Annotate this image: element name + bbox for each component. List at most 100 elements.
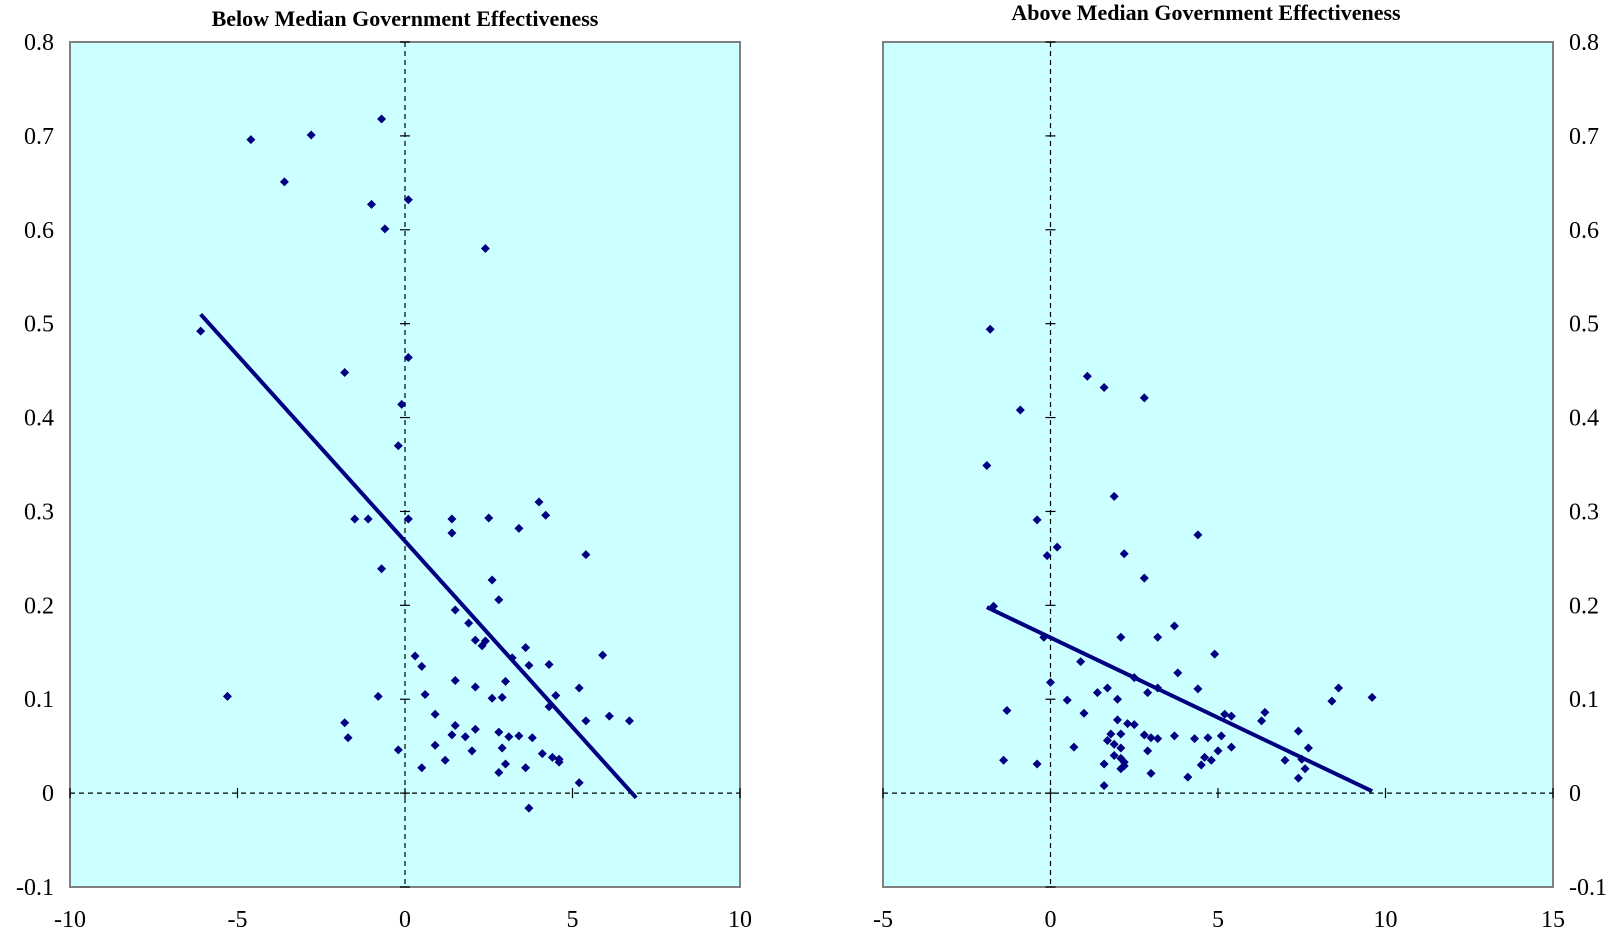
right-scatter-point bbox=[1116, 632, 1126, 642]
left-scatter-point bbox=[551, 690, 561, 700]
left-scatter-point bbox=[521, 643, 531, 653]
right-scatter-point bbox=[1102, 683, 1112, 693]
right-x-tick-label: 5 bbox=[1212, 907, 1224, 933]
right-y-tick-label: 0 bbox=[1569, 781, 1581, 807]
right-scatter-point bbox=[1226, 742, 1236, 752]
left-scatter-point bbox=[450, 675, 460, 685]
right-scatter-point bbox=[1092, 688, 1102, 698]
right-scatter-point bbox=[1116, 743, 1126, 753]
right-scatter-point bbox=[1193, 530, 1203, 540]
right-scatter-point bbox=[1303, 743, 1313, 753]
left-scatter-point bbox=[367, 199, 376, 209]
left-scatter-point bbox=[544, 659, 554, 669]
left-scatter-point bbox=[470, 682, 480, 692]
right-scatter-point bbox=[985, 324, 995, 334]
left-scatter-point bbox=[393, 745, 403, 755]
left-scatter-point bbox=[377, 114, 387, 124]
left-scatter-point bbox=[504, 732, 514, 742]
left-scatter-point bbox=[196, 326, 206, 336]
left-scatter-point bbox=[501, 759, 510, 769]
left-y-tick-label: 0.2 bbox=[24, 593, 54, 619]
left-x-tick-labels: -10 -5 0 5 10 bbox=[54, 907, 752, 933]
left-scatter-point bbox=[524, 660, 534, 670]
right-tick-marks bbox=[882, 41, 1554, 888]
right-scatter-point bbox=[1109, 751, 1119, 761]
left-scatter-point bbox=[541, 510, 551, 520]
right-scatter-point bbox=[1032, 515, 1042, 525]
left-y-tick-label: 0.4 bbox=[24, 406, 54, 432]
left-scatter-point bbox=[581, 550, 591, 560]
right-scatter-point bbox=[1193, 684, 1203, 694]
left-scatter-point bbox=[393, 441, 403, 451]
left-scatter-point bbox=[497, 692, 507, 702]
left-scatter-point bbox=[417, 661, 427, 671]
right-scatter-point bbox=[1079, 708, 1089, 718]
left-x-tick-label: 10 bbox=[728, 907, 752, 933]
right-y-tick-labels: -0.1 0 0.1 0.2 0.3 0.4 0.5 0.6 0.7 0.8 bbox=[1569, 30, 1607, 901]
left-scatter-point bbox=[410, 651, 420, 661]
left-scatter-point bbox=[521, 763, 531, 773]
left-scatter-point bbox=[494, 767, 504, 777]
left-scatter-point bbox=[487, 693, 497, 703]
right-scatter-point bbox=[1032, 759, 1042, 769]
left-y-tick-label: 0.7 bbox=[24, 124, 54, 150]
left-scatter-point bbox=[470, 635, 480, 645]
right-scatter-point bbox=[1102, 736, 1112, 746]
left-scatter-point bbox=[430, 740, 440, 750]
right-scatter-point bbox=[1226, 711, 1236, 721]
left-scatter-point bbox=[604, 711, 614, 721]
left-scatter-point bbox=[494, 727, 504, 737]
right-panel-above-median: Above Median Government Effectiveness -5… bbox=[873, 0, 1607, 933]
left-x-tick-label: 5 bbox=[567, 907, 579, 933]
right-plot-area bbox=[882, 41, 1554, 888]
right-scatter-point bbox=[1139, 393, 1149, 403]
left-scatter-point bbox=[222, 691, 232, 701]
right-y-tick-label: 0.1 bbox=[1569, 687, 1599, 713]
left-scatter-point bbox=[403, 514, 413, 524]
left-scatter-point bbox=[534, 497, 544, 507]
left-y-tick-label: 0.8 bbox=[24, 30, 54, 56]
left-scatter-point bbox=[527, 733, 537, 743]
right-scatter-point bbox=[1300, 764, 1310, 774]
right-scatter-point bbox=[1143, 688, 1153, 698]
right-scatter-point bbox=[1327, 696, 1337, 706]
right-scatter-point bbox=[1119, 761, 1129, 771]
left-scatter-point bbox=[497, 743, 507, 753]
left-scatter-point bbox=[537, 749, 547, 759]
left-scatter-point bbox=[581, 716, 591, 726]
right-scatter-point bbox=[1153, 632, 1163, 642]
right-chart-title: Above Median Government Effectiveness bbox=[1011, 0, 1401, 25]
left-scatter-point bbox=[440, 755, 450, 765]
left-y-tick-label: 0.6 bbox=[24, 218, 54, 244]
right-scatter-point bbox=[1129, 720, 1139, 730]
right-scatter-point bbox=[1052, 542, 1062, 552]
left-y-tick-label: 0.3 bbox=[24, 499, 54, 525]
left-scatter-point bbox=[501, 676, 510, 686]
right-scatter-point bbox=[1046, 677, 1055, 687]
right-scatter-point bbox=[1123, 719, 1133, 729]
right-scatter-point bbox=[1002, 705, 1012, 715]
left-scatter-point bbox=[514, 731, 524, 741]
right-scatter-points bbox=[982, 324, 1377, 791]
right-scatter-point bbox=[1069, 742, 1079, 752]
right-y-tick-label: 0.8 bbox=[1569, 30, 1599, 56]
right-y-tick-label: 0.3 bbox=[1569, 499, 1599, 525]
right-scatter-point bbox=[1190, 734, 1200, 744]
left-scatter-point bbox=[524, 803, 534, 813]
left-y-tick-label: -0.1 bbox=[16, 875, 54, 901]
left-scatter-point bbox=[624, 716, 634, 726]
right-scatter-point bbox=[1183, 772, 1193, 782]
left-trend-line bbox=[199, 312, 638, 800]
right-y-tick-label: -0.1 bbox=[1569, 875, 1607, 901]
left-scatter-point bbox=[514, 523, 524, 533]
left-scatter-point bbox=[467, 746, 477, 756]
right-scatter-point bbox=[1210, 649, 1220, 659]
left-scatter-point bbox=[547, 752, 557, 762]
right-y-tick-label: 0.7 bbox=[1569, 124, 1599, 150]
left-scatter-points bbox=[196, 114, 634, 813]
right-scatter-point bbox=[1280, 755, 1290, 765]
left-scatter-point bbox=[403, 195, 413, 205]
left-scatter-point bbox=[554, 754, 564, 764]
right-scatter-point bbox=[1293, 726, 1303, 736]
